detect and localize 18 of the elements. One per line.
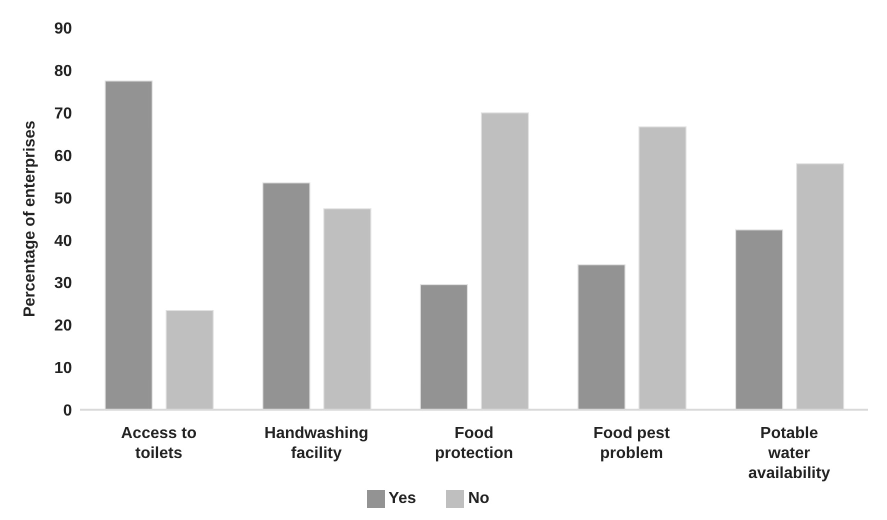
legend-label: Yes (388, 490, 416, 507)
x-tick-label: Access to toilets (121, 424, 197, 462)
y-tick-label: 40 (54, 232, 72, 250)
y-tick-label: 30 (54, 275, 72, 292)
y-tick-label: 10 (54, 360, 72, 378)
y-tick-label: 70 (54, 106, 72, 123)
legend-label: No (468, 490, 490, 507)
y-axis-title: Percentage of enterprises (22, 120, 39, 318)
y-tick-label: 0 (63, 402, 72, 420)
y-tick-label: 90 (54, 20, 72, 38)
y-tick-label: 80 (54, 63, 72, 80)
x-tick-label: Potable water availability (748, 424, 830, 482)
x-tick-label: Handwashing facility (264, 424, 368, 462)
x-tick-label: Food pest problem (593, 424, 670, 462)
y-tick-label: 60 (54, 148, 72, 165)
y-tick-label: 50 (54, 190, 72, 208)
x-tick-label: Food protection (434, 424, 514, 462)
y-tick-label: 20 (54, 318, 72, 335)
